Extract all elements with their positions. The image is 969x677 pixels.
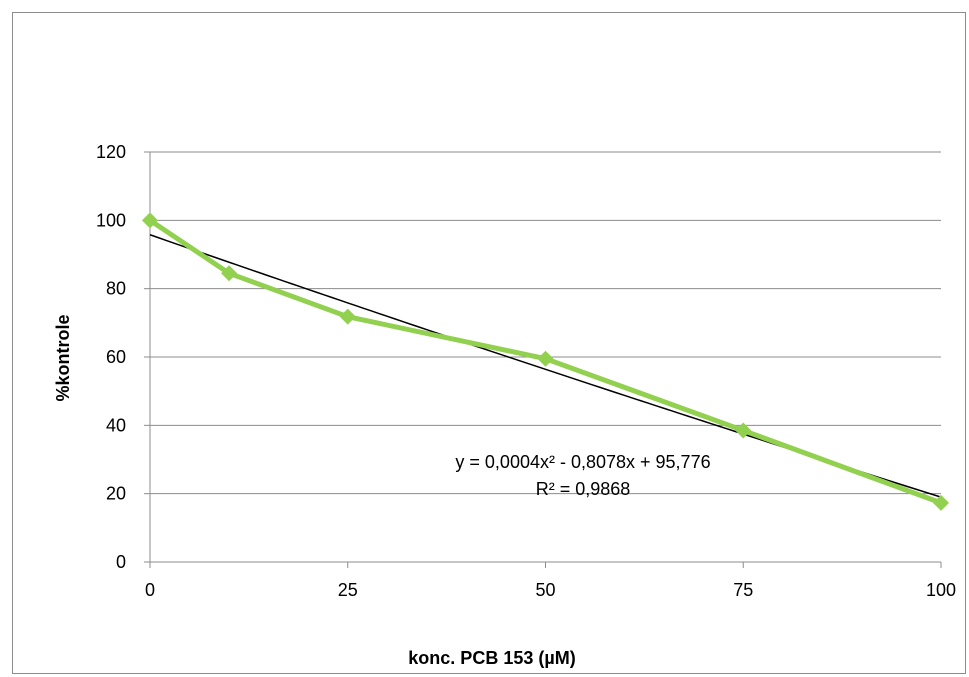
data-point-marker — [537, 350, 554, 367]
y-tick-label: 100 — [96, 210, 126, 230]
x-tick-label: 75 — [733, 580, 753, 600]
data-point-marker — [735, 422, 752, 439]
x-tick-label: 25 — [338, 580, 358, 600]
x-tick-label: 50 — [535, 580, 555, 600]
r-squared-label: R² = 0,9868 — [536, 479, 631, 499]
chart-frame — [12, 12, 966, 674]
x-axis-title: konc. PCB 153 (µM) — [408, 648, 575, 668]
y-tick-labels: 0 20 40 60 80 100 120 — [96, 142, 126, 572]
data-point-marker — [142, 212, 158, 229]
data-point-marker — [339, 308, 356, 325]
y-tick-label: 80 — [106, 279, 126, 299]
y-axis-title: %kontrole — [53, 314, 73, 401]
x-tick-labels: 0 25 50 75 100 — [145, 580, 956, 600]
series-group — [148, 218, 942, 506]
x-tick-label: 0 — [145, 580, 155, 600]
trendline-equation: y = 0,0004x² - 0,8078x + 95,776 — [455, 452, 710, 472]
x-tick-label: 100 — [926, 580, 956, 600]
data-point-marker — [933, 494, 949, 511]
data-point-marker — [221, 265, 238, 282]
y-tick-label: 40 — [106, 415, 126, 435]
y-tick-label: 120 — [96, 142, 126, 162]
markers-group — [142, 212, 949, 511]
y-tick-label: 60 — [106, 347, 126, 367]
series-line-0 — [148, 218, 942, 506]
y-tick-label: 20 — [106, 484, 126, 504]
y-tick-label: 0 — [116, 552, 126, 572]
